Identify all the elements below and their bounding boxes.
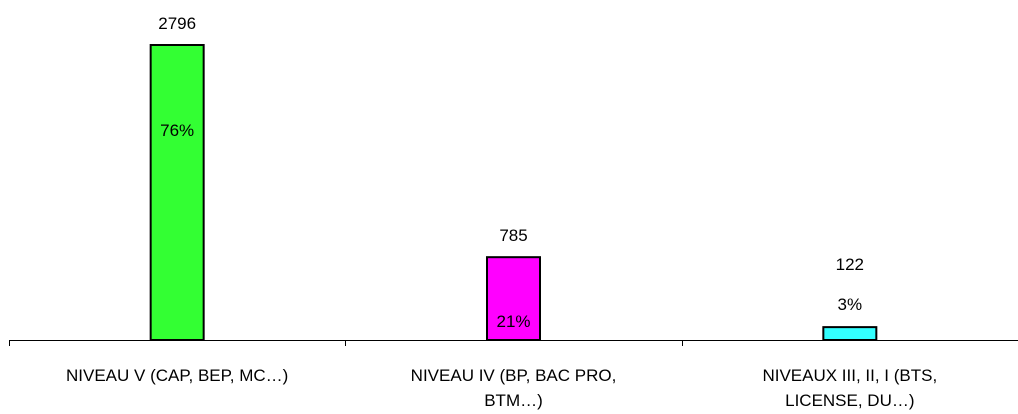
data-label-value: 122 [836, 255, 864, 274]
x-tick-label: LICENSE, DU…) [785, 391, 914, 410]
labels: 2796 76% NIVEAU V (CAP, BEP, MC…) 785 21% NIV… [66, 14, 937, 410]
x-tick-label: BTM…) [484, 391, 543, 410]
bar [822, 326, 878, 342]
data-label-percent: 21% [496, 312, 530, 331]
data-label-percent: 76% [160, 121, 194, 140]
bars [149, 44, 878, 342]
x-tick-label: NIVEAU V (CAP, BEP, MC…) [66, 366, 288, 385]
data-label-percent: 3% [838, 295, 863, 314]
data-label-value: 2796 [158, 14, 196, 33]
x-tick-label: NIVEAU IV (BP, BAC PRO, [411, 366, 617, 385]
bar [486, 256, 541, 342]
bar [149, 44, 205, 341]
data-label-value: 785 [499, 226, 527, 245]
x-tick-label: NIVEAUX III, II, I (BTS, [762, 366, 937, 385]
